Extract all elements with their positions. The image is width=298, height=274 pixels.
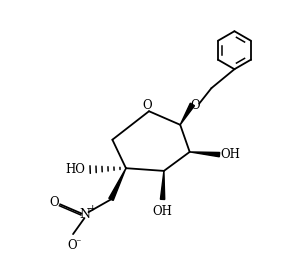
- Text: OH: OH: [153, 205, 173, 218]
- Text: O: O: [50, 196, 59, 209]
- Text: HO: HO: [65, 162, 85, 176]
- Text: N: N: [80, 208, 91, 221]
- Text: O: O: [67, 239, 77, 252]
- Polygon shape: [109, 168, 126, 201]
- Polygon shape: [190, 152, 220, 157]
- Text: ⁻: ⁻: [75, 238, 81, 248]
- Text: O: O: [190, 99, 200, 112]
- Polygon shape: [180, 103, 195, 125]
- Text: OH: OH: [221, 148, 240, 161]
- Text: +: +: [88, 204, 96, 213]
- Polygon shape: [160, 171, 165, 199]
- Text: O: O: [143, 99, 153, 112]
